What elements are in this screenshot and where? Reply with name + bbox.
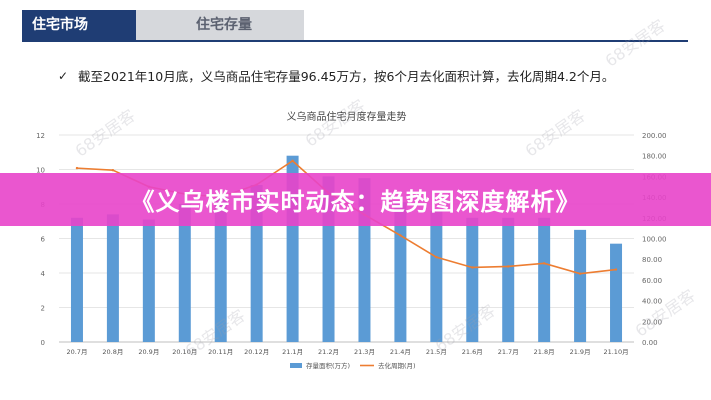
header-divider bbox=[22, 40, 688, 42]
summary-text: 截至2021年10月底，义乌商品住宅存量96.45万方，按6个月去化面积计算，去… bbox=[78, 69, 615, 84]
check-icon: ✓ bbox=[58, 68, 69, 83]
tab-bar: 住宅市场 住宅存量 bbox=[22, 10, 304, 40]
bar bbox=[466, 217, 479, 342]
banner-text: 《义乌楼市实时动态：趋势图深度解析》 bbox=[130, 188, 581, 216]
left-tick-label: 2 bbox=[41, 305, 45, 313]
title-banner: 《义乌楼市实时动态：趋势图深度解析》 bbox=[0, 173, 711, 226]
bar bbox=[574, 229, 587, 342]
bar bbox=[142, 219, 155, 342]
line-point bbox=[291, 159, 294, 163]
x-tick-label: 20.9月 bbox=[138, 348, 159, 356]
right-tick-label: 40.00 bbox=[642, 298, 662, 306]
x-tick-label: 21.6月 bbox=[462, 348, 483, 356]
bar bbox=[70, 217, 83, 342]
line-point bbox=[75, 166, 79, 170]
bar bbox=[178, 204, 191, 342]
x-tick-label: 21.9月 bbox=[570, 348, 591, 356]
x-tick-label: 20.11月 bbox=[208, 348, 233, 356]
x-tick-label: 21.10月 bbox=[603, 348, 628, 356]
line-point bbox=[471, 266, 474, 269]
right-tick-label: 200.00 bbox=[642, 132, 667, 140]
chart-card: 义乌商品住宅月度存量走势0246810120.0020.0040.0060.00… bbox=[22, 100, 688, 390]
left-tick-label: 12 bbox=[36, 132, 45, 140]
x-tick-label: 21.3月 bbox=[354, 348, 375, 356]
x-tick-label: 21.2月 bbox=[318, 348, 339, 356]
chart-svg: 义乌商品住宅月度存量走势0246810120.0020.0040.0060.00… bbox=[36, 110, 667, 370]
bar bbox=[214, 197, 227, 342]
x-tick-label: 21.4月 bbox=[390, 348, 411, 356]
x-tick-label: 20.8月 bbox=[102, 348, 123, 356]
summary-bullet: ✓ 截至2021年10月底，义乌商品住宅存量96.45万方，按6个月去化面积计算… bbox=[58, 66, 614, 85]
line-point bbox=[507, 265, 510, 268]
bar bbox=[106, 214, 119, 342]
x-tick-label: 21.1月 bbox=[282, 348, 303, 356]
chart-title: 义乌商品住宅月度存量走势 bbox=[287, 110, 407, 123]
x-tick-label: 20.7月 bbox=[66, 348, 87, 356]
tab-housing-stock[interactable]: 住宅存量 bbox=[136, 10, 304, 40]
x-tick-label: 21.8月 bbox=[534, 348, 555, 356]
legend-line-label: 去化周期(月) bbox=[378, 361, 416, 370]
x-tick-label: 20.10月 bbox=[172, 348, 197, 356]
left-tick-label: 0 bbox=[41, 339, 45, 347]
tab-housing-market[interactable]: 住宅市场 bbox=[22, 10, 136, 40]
bar bbox=[502, 217, 515, 342]
bar bbox=[538, 217, 551, 342]
left-tick-label: 4 bbox=[41, 270, 46, 278]
left-tick-label: 6 bbox=[41, 236, 46, 244]
legend-bar-swatch bbox=[290, 363, 302, 368]
line-point bbox=[111, 168, 115, 172]
bar bbox=[430, 210, 443, 342]
right-tick-label: 20.00 bbox=[642, 318, 662, 326]
right-tick-label: 60.00 bbox=[642, 277, 662, 285]
right-tick-label: 0.00 bbox=[642, 339, 658, 347]
right-tick-label: 180.00 bbox=[642, 153, 667, 161]
right-tick-label: 80.00 bbox=[642, 256, 662, 264]
left-tick-label: 10 bbox=[36, 167, 45, 175]
x-tick-label: 21.7月 bbox=[498, 348, 519, 356]
line-point bbox=[435, 255, 438, 259]
line-point bbox=[399, 234, 402, 237]
x-tick-label: 21.5月 bbox=[426, 348, 447, 356]
x-tick-label: 20.12月 bbox=[244, 348, 269, 356]
right-tick-label: 100.00 bbox=[642, 236, 667, 244]
legend-bar-label: 存量面积(万方) bbox=[306, 361, 350, 370]
watermark-4: 68安居客 bbox=[601, 15, 669, 71]
line-point bbox=[542, 262, 546, 265]
line-point bbox=[614, 268, 618, 271]
bar bbox=[610, 243, 623, 342]
line-point bbox=[578, 272, 582, 275]
